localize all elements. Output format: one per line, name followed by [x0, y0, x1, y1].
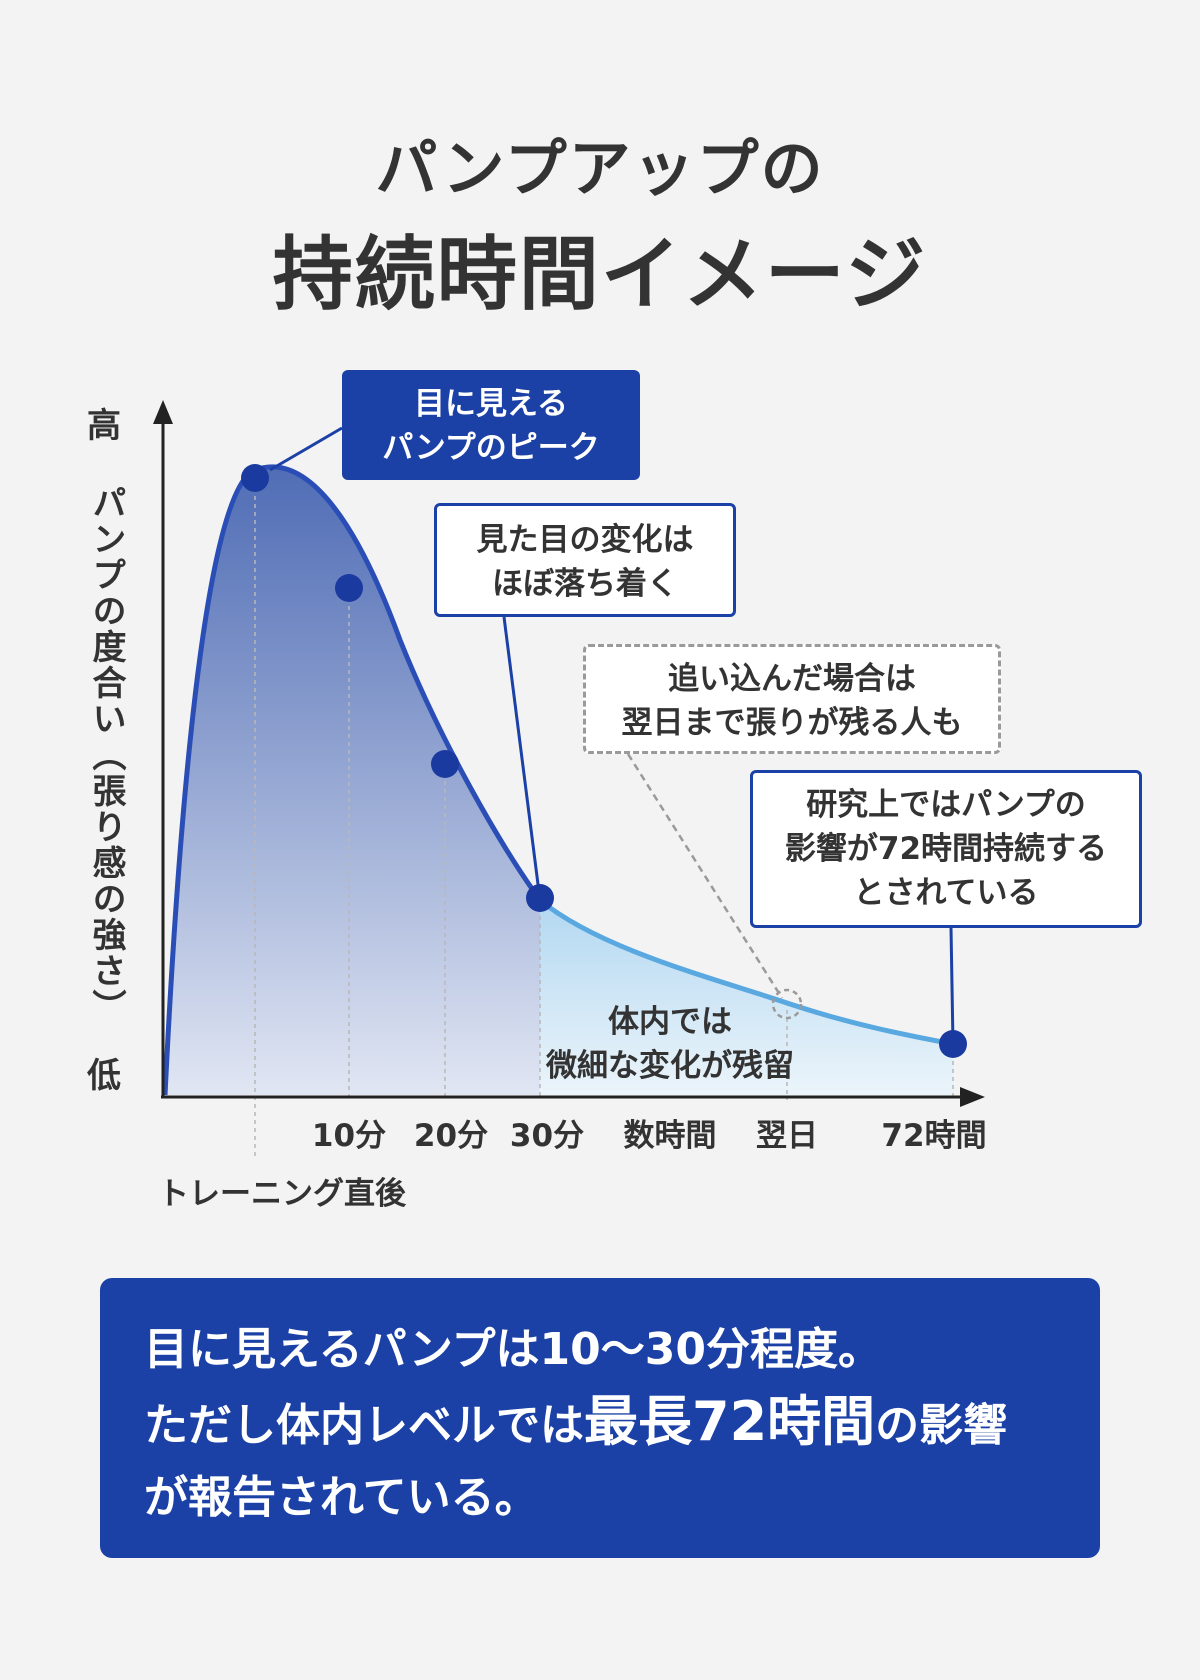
callout-peak: 目に見える パンプのピーク [342, 370, 640, 480]
x-tick-label: 10分 [311, 1118, 387, 1154]
annotation-line: 体内では [608, 1004, 732, 1040]
x-tick-label: 20分 [413, 1118, 489, 1154]
annotation-line: 微細な変化が残留 [546, 1048, 794, 1084]
callout-line: ほぼ落ち着く [492, 566, 678, 602]
x-tick-label: 数時間 [623, 1118, 717, 1154]
summary-box: 目に見えるパンプは10〜30分程度。 ただし体内レベルでは最長72時間の影響 が… [100, 1278, 1100, 1558]
title-line-1: パンプアップの [375, 132, 825, 205]
curve-main [162, 464, 543, 1096]
callout-line: とされている [853, 875, 1039, 911]
summary-emphasis: 最長72時間 [584, 1390, 876, 1453]
y-axis-high-label: 高 [87, 406, 121, 446]
callout-line: 翌日まで張りが残る人も [621, 705, 963, 741]
callout-line: 研究上ではパンプの [806, 787, 1086, 823]
callout-line: パンプのピーク [382, 430, 600, 466]
connector-nextday [626, 753, 784, 999]
summary-text: ただし体内レベルでは [144, 1400, 584, 1451]
summary-line-2: ただし体内レベルでは最長72時間の影響 [144, 1386, 1100, 1462]
area-tail [540, 900, 953, 1095]
connector-72h [949, 927, 955, 1045]
x-axis-arrow [960, 1087, 985, 1107]
y-axis-title: パンプの度合い（張り感の強さ） [86, 485, 126, 1025]
y-axis-arrow [153, 400, 173, 424]
summary-text: の影響 [875, 1400, 1008, 1451]
annotation-in-body: 体内では 微細な変化が残留 [520, 1000, 820, 1088]
summary-line-1: 目に見えるパンプは10〜30分程度。 [144, 1324, 883, 1375]
marker-peak [241, 464, 269, 492]
nextday-highlight-ring [771, 988, 803, 1020]
callout-line: 見た目の変化は [476, 522, 694, 558]
callout-line: 影響が72時間持続する [784, 831, 1108, 867]
x-tick-label: 30分 [509, 1118, 585, 1154]
callout-72-hours: 研究上ではパンプの 影響が72時間持続する とされている [750, 770, 1142, 928]
pump-duration-diagram: 高 パンプの度合い（張り感の強さ） 低 10分 20分 30分 数時間 翌日 7… [0, 340, 1200, 1240]
title-line-2: 持続時間イメージ [272, 228, 928, 321]
diagram-svg [153, 400, 985, 1158]
callout-settle: 見た目の変化は ほぼ落ち着く [434, 503, 736, 617]
marker-72h [939, 1030, 967, 1058]
curve-tail [538, 898, 954, 1047]
connector-peak [269, 426, 343, 472]
y-axis-low-label: 低 [87, 1056, 121, 1096]
x-tick-label: 翌日 [756, 1118, 818, 1154]
marker-30min [526, 884, 554, 912]
callout-line: 追い込んだ場合は [668, 661, 916, 697]
callout-line: 目に見える [413, 386, 569, 422]
marker-20min [431, 750, 459, 778]
summary-line-3: が報告されている。 [144, 1472, 539, 1523]
x-tick-label: 72時間 [881, 1118, 987, 1154]
callout-next-day: 追い込んだ場合は 翌日まで張りが残る人も [583, 644, 1001, 754]
marker-10min [335, 574, 363, 602]
x-axis-origin-label: トレーニング直後 [158, 1176, 406, 1212]
connector-settle [502, 616, 542, 901]
area-main [165, 466, 540, 1096]
